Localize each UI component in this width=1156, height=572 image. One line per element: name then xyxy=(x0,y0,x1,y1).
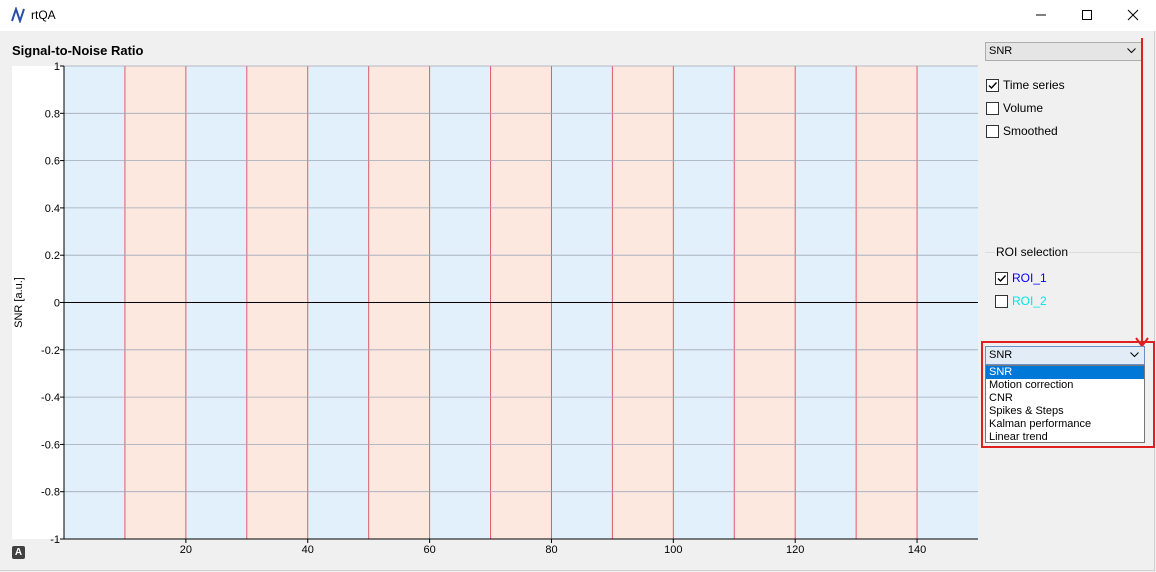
maximize-icon xyxy=(1082,10,1092,20)
close-button[interactable] xyxy=(1110,0,1156,31)
roi-1-label: ROI_1 xyxy=(1012,271,1047,285)
checkbox-label: Time series xyxy=(1003,78,1065,92)
y-tick-label: 1 xyxy=(54,61,60,73)
metric-dropdown-list: SNR Motion correction CNR Spikes & Steps… xyxy=(985,365,1145,443)
x-tick-label: 100 xyxy=(664,544,682,556)
plot-type-select-value: SNR xyxy=(989,45,1013,57)
checkmark-icon xyxy=(997,275,1007,283)
minimize-icon xyxy=(1036,14,1046,16)
chevron-down-icon xyxy=(1127,48,1136,54)
dropdown-option-spikes-steps[interactable]: Spikes & Steps xyxy=(989,405,1064,417)
snr-plot[interactable]: 1 0.8 0.6 0.4 0.2 0 -0.2 -0.4 -0.6 -0.8 -1 20 40 60 80… xyxy=(0,58,980,558)
checkmark-icon xyxy=(988,82,998,90)
x-tick-label: 40 xyxy=(302,544,314,556)
metric-select-open[interactable]: SNR xyxy=(985,346,1145,365)
y-tick-label: -0.4 xyxy=(41,392,60,404)
checkbox-box[interactable] xyxy=(986,79,999,92)
checkbox-label: Volume xyxy=(1003,101,1044,115)
x-tick-label: 120 xyxy=(786,544,804,556)
checkbox-box[interactable] xyxy=(986,102,999,115)
y-tick-label: 0.4 xyxy=(45,203,60,215)
window-title: rtQA xyxy=(31,8,56,22)
y-axis-label: SNR [a.u.] xyxy=(13,277,25,328)
plot-type-select[interactable]: SNR xyxy=(985,42,1142,61)
x-tick-label: 80 xyxy=(545,544,557,556)
minimize-button[interactable] xyxy=(1018,0,1064,31)
dropdown-option-kalman-performance[interactable]: Kalman performance xyxy=(989,418,1092,430)
checkbox-label: Smoothed xyxy=(1003,124,1058,138)
dropdown-option-snr[interactable]: SNR xyxy=(986,366,1144,379)
x-tick-label: 140 xyxy=(908,544,926,556)
window-frame xyxy=(0,31,1155,571)
annotation-arrow xyxy=(1135,38,1149,348)
title-bar: rtQA xyxy=(0,0,1156,31)
roi-selection-group xyxy=(985,252,1141,316)
roi-selection-title: ROI selection xyxy=(995,245,1070,259)
y-tick-label: 0.6 xyxy=(45,156,60,168)
close-icon xyxy=(1127,9,1139,21)
checkbox-box[interactable] xyxy=(986,125,999,138)
x-tick-label: 20 xyxy=(180,544,192,556)
checkbox-box[interactable] xyxy=(995,272,1008,285)
maximize-button[interactable] xyxy=(1064,0,1110,31)
roi-2-label: ROI_2 xyxy=(1012,294,1047,308)
y-tick-label: -0.8 xyxy=(41,487,60,499)
y-tick-label: -0.6 xyxy=(41,439,60,451)
auto-range-button[interactable]: A xyxy=(12,546,25,559)
plot-title: Signal-to-Noise Ratio xyxy=(12,43,144,58)
y-tick-label: -0.2 xyxy=(41,345,60,357)
dropdown-option-motion-correction[interactable]: Motion correction xyxy=(989,379,1074,391)
annotation-highlight-box xyxy=(981,341,1155,448)
rtqa-logo-icon xyxy=(10,5,26,25)
dropdown-option-cnr[interactable]: CNR xyxy=(989,392,1013,404)
dropdown-option-linear-trend[interactable]: Linear trend xyxy=(989,431,1048,443)
y-tick-label: 0.2 xyxy=(45,250,60,262)
metric-select-value: SNR xyxy=(989,349,1013,361)
checkbox-box[interactable] xyxy=(995,295,1008,308)
x-tick-label: 60 xyxy=(423,544,435,556)
y-tick-label: 0.8 xyxy=(45,108,60,120)
y-tick-label: 0 xyxy=(54,298,60,310)
chevron-down-icon xyxy=(1130,352,1139,358)
y-tick-label: -1 xyxy=(50,534,60,546)
